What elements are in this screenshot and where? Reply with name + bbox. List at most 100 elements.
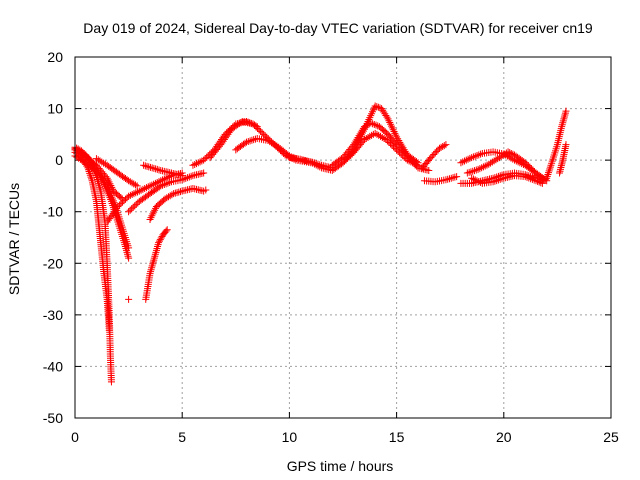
data-point bbox=[476, 165, 484, 173]
data-point bbox=[425, 166, 433, 174]
data-point bbox=[350, 141, 358, 149]
data-point bbox=[148, 262, 156, 270]
data-point bbox=[156, 236, 164, 244]
data-point bbox=[431, 149, 439, 157]
data-point bbox=[472, 166, 480, 174]
data-point bbox=[366, 132, 374, 140]
data-point bbox=[157, 182, 165, 190]
data-point bbox=[258, 129, 266, 137]
data-point bbox=[360, 123, 368, 131]
data-point bbox=[86, 171, 94, 179]
data-point bbox=[477, 178, 485, 186]
data-point bbox=[390, 128, 398, 136]
data-point bbox=[164, 179, 172, 187]
data-point bbox=[255, 126, 263, 134]
data-point bbox=[490, 157, 498, 165]
data-point bbox=[445, 175, 453, 183]
data-point bbox=[126, 206, 134, 214]
y-tick-label: 20 bbox=[47, 49, 63, 65]
data-point bbox=[400, 153, 408, 161]
data-point bbox=[385, 138, 393, 146]
data-point bbox=[477, 150, 485, 158]
data-point bbox=[559, 117, 567, 125]
data-point bbox=[405, 157, 413, 165]
data-point bbox=[471, 152, 479, 160]
data-point bbox=[494, 176, 502, 184]
data-point bbox=[269, 140, 277, 148]
data-point bbox=[152, 165, 160, 173]
data-point bbox=[399, 152, 407, 160]
data-point bbox=[241, 139, 249, 147]
data-point bbox=[386, 118, 394, 126]
data-point bbox=[493, 177, 501, 185]
data-point bbox=[560, 113, 568, 121]
data-point bbox=[562, 107, 570, 115]
data-point bbox=[345, 153, 353, 161]
data-point bbox=[75, 154, 83, 162]
data-point bbox=[559, 119, 567, 127]
data-point bbox=[159, 181, 167, 189]
data-point bbox=[120, 197, 128, 205]
data-point bbox=[488, 158, 496, 166]
data-point bbox=[202, 186, 210, 194]
data-point bbox=[303, 157, 311, 165]
data-point bbox=[316, 163, 324, 171]
data-point bbox=[163, 226, 171, 234]
data-point bbox=[300, 156, 308, 164]
data-point bbox=[523, 173, 531, 181]
data-point bbox=[475, 178, 483, 186]
data-point bbox=[372, 121, 380, 129]
data-point bbox=[184, 174, 192, 182]
data-point bbox=[494, 155, 502, 163]
data-point bbox=[545, 167, 553, 175]
x-tick-label: 5 bbox=[178, 429, 186, 445]
data-point bbox=[175, 188, 183, 196]
data-point bbox=[271, 141, 279, 149]
data-point bbox=[462, 156, 470, 164]
axis-ticks bbox=[74, 56, 612, 419]
data-point bbox=[469, 153, 477, 161]
data-point bbox=[463, 169, 471, 177]
data-point bbox=[430, 150, 438, 158]
data-point bbox=[135, 187, 143, 195]
data-point bbox=[453, 173, 461, 181]
data-point bbox=[468, 174, 476, 182]
data-point bbox=[392, 131, 400, 139]
data-point bbox=[358, 126, 366, 134]
data-point bbox=[475, 151, 483, 159]
data-point bbox=[377, 132, 385, 140]
data-point bbox=[131, 202, 139, 210]
data-point bbox=[525, 174, 533, 182]
data-point bbox=[118, 198, 126, 206]
data-point bbox=[478, 164, 486, 172]
data-point bbox=[524, 162, 532, 170]
data-point bbox=[257, 127, 265, 135]
data-point bbox=[133, 182, 141, 190]
data-point bbox=[523, 160, 531, 168]
data-point bbox=[150, 164, 158, 172]
data-point bbox=[148, 181, 156, 189]
data-point bbox=[364, 133, 372, 141]
data-point bbox=[393, 146, 401, 154]
data-point bbox=[266, 138, 274, 146]
data-point bbox=[371, 129, 379, 137]
x-tick-label: 15 bbox=[389, 429, 405, 445]
data-point bbox=[388, 124, 396, 132]
y-tick-label: -30 bbox=[43, 307, 63, 323]
data-point bbox=[347, 151, 355, 159]
data-point bbox=[382, 136, 390, 144]
data-point bbox=[444, 175, 452, 183]
data-point bbox=[307, 158, 315, 166]
data-point bbox=[388, 141, 396, 149]
data-point bbox=[98, 158, 106, 166]
data-point bbox=[479, 163, 487, 171]
data-point bbox=[521, 173, 529, 181]
data-point bbox=[341, 157, 349, 165]
data-point bbox=[407, 158, 415, 166]
data-point bbox=[73, 147, 81, 155]
data-point bbox=[357, 128, 365, 136]
data-point bbox=[94, 156, 102, 164]
data-point bbox=[305, 158, 313, 166]
data-point bbox=[354, 133, 362, 141]
